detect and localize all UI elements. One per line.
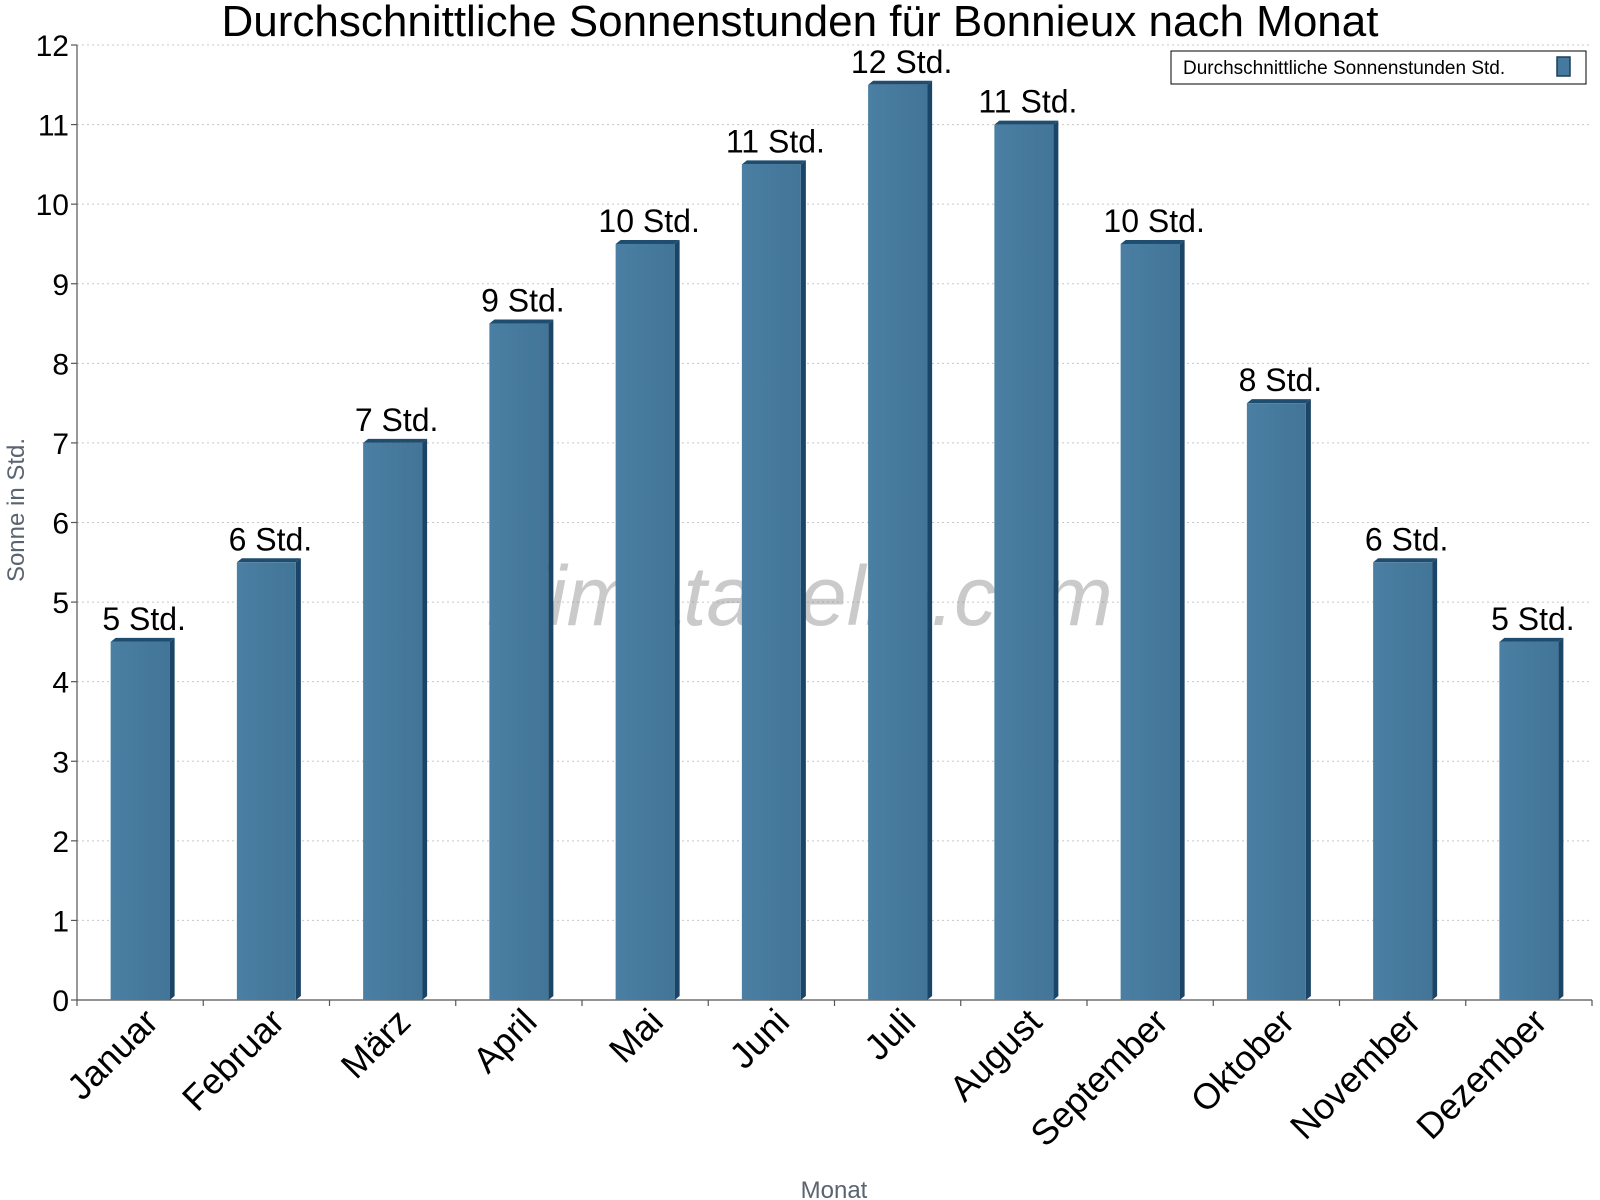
y-tick-label: 8	[52, 348, 69, 381]
y-tick-label: 0	[52, 985, 69, 1018]
x-axis-tick-labels: Januar Februar März April Mai Juni Juli AugustS…	[59, 1001, 1555, 1155]
bar-top-face	[615, 239, 680, 244]
bar-front-face	[363, 442, 423, 1001]
bar-side-face	[1558, 637, 1564, 1000]
axes	[71, 44, 1593, 1006]
bar-value-label: 7 Std.	[355, 402, 439, 438]
legend-entry-label: Durchschnittliche Sonnenstunden Std.	[1183, 58, 1505, 79]
bar-top-face	[110, 637, 175, 642]
bar-side-face	[422, 438, 428, 1001]
y-axis-title: Sonne in Std.	[3, 438, 30, 582]
bar-value-label: 5 Std.	[1491, 601, 1575, 637]
y-tick-label: 4	[52, 667, 69, 700]
y-tick-label: 2	[52, 826, 69, 859]
bar-top-face	[1120, 239, 1185, 244]
bar	[236, 558, 301, 1000]
bars	[110, 80, 1564, 1001]
x-tick-label: Februar	[174, 1001, 292, 1119]
bar-top-face	[1373, 558, 1438, 563]
x-tick-label: Oktober	[1182, 1001, 1302, 1121]
bar	[1120, 239, 1185, 1001]
bar	[615, 239, 680, 1001]
y-tick-label: 5	[52, 587, 69, 620]
x-tick-label: November	[1282, 1001, 1428, 1147]
bar-side-face	[169, 637, 175, 1000]
bar-top-face	[489, 319, 554, 324]
bar-top-face	[741, 160, 806, 165]
x-tick-label: Mai	[601, 1001, 671, 1071]
bar-value-label: 12 Std.	[851, 44, 952, 80]
y-tick-label: 12	[36, 30, 69, 63]
x-tick-label: Januar	[59, 1001, 166, 1108]
y-tick-label: 7	[52, 428, 69, 461]
chart-title: Durchschnittliche Sonnenstunden für Bonn…	[222, 0, 1379, 46]
bar	[868, 80, 933, 1000]
x-tick-label: April	[465, 1001, 545, 1081]
x-axis-title: Monat	[801, 1177, 868, 1200]
gridlines	[77, 44, 1592, 921]
y-tick-label: 9	[52, 269, 69, 302]
bar-side-face	[1432, 558, 1438, 1000]
bar-value-label: 11 Std.	[978, 84, 1077, 120]
x-tick-label: März	[333, 1001, 419, 1087]
bar	[110, 637, 175, 1000]
y-tick-label: 1	[52, 905, 69, 938]
bar-front-face	[615, 243, 675, 1001]
legend-box	[1170, 50, 1587, 85]
bar-top-face	[994, 120, 1059, 125]
bar-side-face	[927, 80, 933, 1000]
bar-side-face	[1305, 399, 1311, 1000]
legend: Durchschnittliche Sonnenstunden Std.	[1170, 50, 1587, 85]
x-tick-label: August	[941, 1001, 1049, 1109]
bar-value-label: 5 Std.	[102, 601, 186, 637]
bar-top-face	[1246, 399, 1311, 404]
bar-value-labels: 5 Std. 6 Std. 7 Std. 9 Std. 10 Std. 11 Std. 12…	[102, 44, 1574, 637]
bar-side-face	[548, 319, 554, 1001]
bar-top-face	[363, 438, 428, 443]
bar	[741, 160, 806, 1000]
bar	[363, 438, 428, 1001]
bar	[1373, 558, 1438, 1000]
bar-front-face	[1373, 562, 1433, 1000]
bar-top-face	[1499, 637, 1564, 642]
bar-front-face	[236, 562, 296, 1000]
bar-value-label: 11 Std.	[726, 123, 825, 159]
bar-front-face	[1499, 641, 1559, 1000]
x-tick-label: Juni	[721, 1001, 797, 1077]
y-tick-label: 11	[38, 110, 69, 143]
bar-front-face	[1120, 243, 1180, 1001]
bar-front-face	[489, 323, 549, 1001]
bar	[1246, 399, 1311, 1000]
y-tick-label: 3	[52, 746, 69, 779]
bar-side-face	[1179, 239, 1185, 1001]
bar-front-face	[994, 124, 1054, 1001]
bar-value-label: 9 Std.	[481, 283, 565, 319]
bar-value-label: 6 Std.	[229, 521, 313, 557]
bar-value-label: 10 Std.	[1103, 203, 1204, 239]
bar-value-label: 8 Std.	[1239, 362, 1323, 398]
bar-front-face	[741, 164, 801, 1000]
bar-front-face	[868, 84, 928, 1000]
y-tick-label: 6	[52, 508, 69, 541]
x-tick-label: Dezember	[1408, 1001, 1554, 1147]
x-tick-label: Juli	[856, 1001, 923, 1068]
legend-swatch	[1556, 56, 1571, 77]
bar-top-face	[868, 80, 933, 85]
y-tick-label: 10	[36, 189, 69, 222]
bar	[994, 120, 1059, 1001]
bar-front-face	[1246, 403, 1306, 1000]
bar-side-face	[1053, 120, 1059, 1001]
bar	[1499, 637, 1564, 1000]
bar-value-label: 10 Std.	[598, 203, 699, 239]
bar	[489, 319, 554, 1001]
bar-front-face	[110, 641, 170, 1000]
x-tick-label: September	[1022, 1001, 1176, 1155]
bar-side-face	[674, 239, 680, 1001]
bar-side-face	[295, 558, 301, 1000]
bar-value-label: 6 Std.	[1365, 521, 1449, 557]
bar-side-face	[800, 160, 806, 1000]
bar-top-face	[236, 558, 301, 563]
